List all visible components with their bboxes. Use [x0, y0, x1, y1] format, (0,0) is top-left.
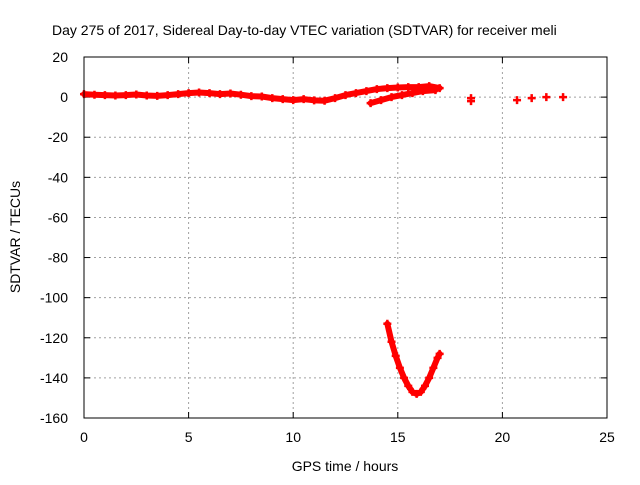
axis-ticks [83, 56, 608, 419]
y-tick-label: -160 [40, 410, 68, 426]
x-axis-label: GPS time / hours [292, 458, 399, 474]
y-tick-label: -140 [40, 370, 68, 386]
y-tick-label: -100 [40, 290, 68, 306]
y-tick-label: -20 [48, 129, 68, 145]
x-tick-label: 0 [80, 429, 88, 445]
x-tick-label: 10 [285, 429, 301, 445]
axis-tick-labels: 0 5 10 15 20 25 -160 -140 -120 -100 -80 -60 -40 -20 0 2… [40, 49, 615, 445]
x-tick-label: 5 [185, 429, 193, 445]
data-series-band [384, 320, 443, 397]
plot-frame [83, 56, 608, 419]
x-tick-label: 25 [599, 429, 615, 445]
data-point [513, 96, 522, 105]
y-tick-label: -120 [40, 330, 68, 346]
chart-title: Day 275 of 2017, Sidereal Day-to-day VTE… [52, 22, 557, 38]
y-tick-label: 0 [60, 89, 68, 105]
data-point [527, 94, 536, 103]
y-tick-label: -60 [48, 209, 68, 225]
data-series-band [81, 83, 443, 104]
y-tick-label: -40 [48, 169, 68, 185]
y-axis-label: SDTVAR / TECUs [7, 181, 23, 293]
y-tick-label: 20 [52, 49, 68, 65]
data-series-band [367, 87, 439, 107]
data-point [467, 97, 476, 106]
y-tick-label: -80 [48, 250, 68, 266]
grid-lines [84, 57, 607, 418]
data-points [80, 82, 568, 398]
x-tick-label: 20 [495, 429, 511, 445]
x-tick-label: 15 [390, 429, 406, 445]
data-point [542, 93, 551, 102]
data-point [559, 93, 568, 102]
